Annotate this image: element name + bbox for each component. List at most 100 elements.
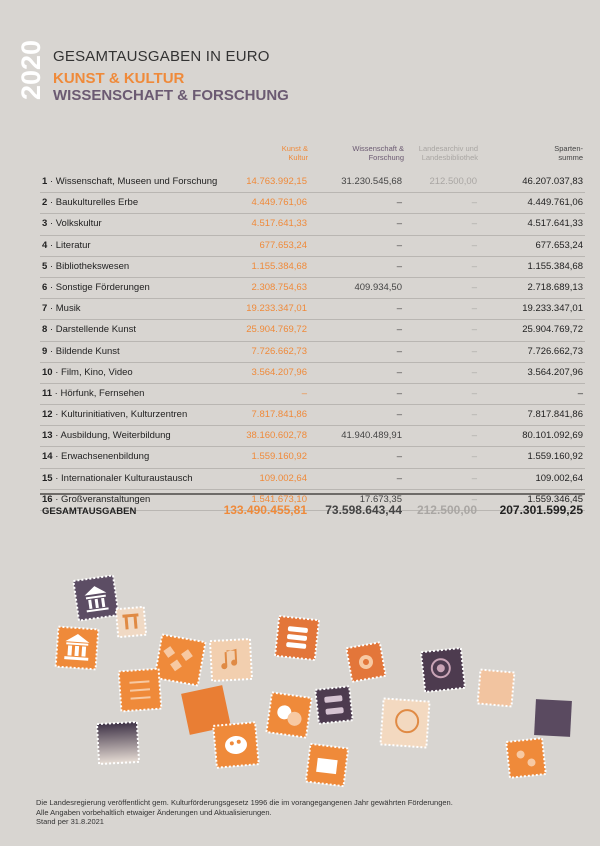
cell-spartensumme: 1.559.160,92 (527, 451, 583, 463)
cell-kunst-kultur: 19.233.347,01 (246, 303, 307, 315)
cell-kunst-kultur: 1.541.673,10 (251, 493, 307, 505)
row-label-text: Sonstige Förderungen (55, 281, 150, 293)
columns-icon (114, 605, 148, 639)
table-row: 8 · Darstellende Kunst 25.904.769,72 – – 25.… (40, 320, 585, 342)
cell-spartensumme: 677.653,24 (535, 239, 583, 251)
cell-wissenschaft: – (396, 409, 402, 421)
cell-spartensumme: 25.904.769,72 (522, 324, 583, 336)
row-label-text: Ausbildung, Weiterbildung (60, 430, 171, 442)
cell-wissenschaft: – (396, 345, 402, 357)
row-number: 2 (42, 197, 48, 209)
film-clapper-icon (304, 742, 350, 788)
row-number: 11 (42, 387, 53, 399)
row-number: 10 (42, 366, 53, 378)
ornament-icon (345, 641, 387, 683)
footer-line: Stand per 31.8.2021 (36, 817, 104, 826)
cell-kunst-kultur: 7.817.841,86 (251, 409, 307, 421)
row-number: 4 (42, 239, 48, 251)
cell-wissenschaft: 41.940.489,91 (341, 430, 402, 442)
total-spartensumme: 207.301.599,25 (499, 503, 583, 517)
table-row: 2 · Baukulturelles Erbe 4.449.761,06 – – 4.4… (40, 193, 585, 215)
table-row: 3 · Volkskultur 4.517.641,33 – – 4.517.641,3… (40, 214, 585, 236)
row-number: 9 (42, 345, 48, 357)
cell-kunst-kultur: 1.559.160,92 (251, 451, 307, 463)
gradient-square (95, 720, 141, 766)
museum-icon (72, 574, 120, 622)
column-header-wissenschaft: Wissenschaft & Forschung (352, 144, 404, 162)
cell-wissenschaft: – (396, 303, 402, 315)
cell-spartensumme: 1.559.346,45 (527, 493, 583, 505)
cell-landesarchiv: – (471, 387, 477, 399)
cell-spartensumme: 1.155.384,68 (527, 260, 583, 272)
row-label: 1 · Wissenschaft, Museen und Forschung (42, 176, 218, 187)
row-label-text: Baukulturelles Erbe (55, 197, 139, 209)
row-number: 7 (42, 303, 48, 315)
row-number: 1 (42, 176, 48, 187)
pattern-square (117, 667, 163, 713)
cell-landesarchiv: – (471, 409, 477, 421)
row-label: 13 · Ausbildung, Weiterbildung (42, 430, 171, 442)
row-label: 12 · Kulturinitiativen, Kulturzentren (42, 409, 188, 421)
row-number: 6 (42, 281, 48, 293)
cell-landesarchiv: – (471, 472, 477, 484)
music-icon (208, 637, 254, 683)
row-label: 10 · Film, Kino, Video (42, 366, 133, 378)
row-label-text: Erwachsenenbildung (61, 451, 150, 463)
cell-spartensumme: 46.207.037,83 (522, 176, 583, 187)
cell-landesarchiv: – (471, 430, 477, 442)
row-label: 9 · Bildende Kunst (42, 345, 120, 357)
cell-kunst-kultur: 677.653,24 (259, 239, 307, 251)
table-row: 1 · Wissenschaft, Museen und Forschung 14… (40, 172, 585, 194)
drama-masks-icon (265, 691, 313, 739)
small-pattern-icon (505, 737, 547, 779)
row-label-text: Internationaler Kulturaustausch (61, 472, 193, 484)
row-label: 2 · Baukulturelles Erbe (42, 197, 139, 209)
cell-landesarchiv: – (471, 345, 477, 357)
table-row: 13 · Ausbildung, Weiterbildung 38.160.602… (40, 426, 585, 448)
row-label-text: Bildende Kunst (55, 345, 120, 357)
total-landesarchiv: 212.500,00 (416, 503, 477, 517)
footer-notes: Die Landesregierung veröffentlicht gem. … (36, 798, 453, 827)
table-row: 10 · Film, Kino, Video 3.564.207,96 – – 3.56… (40, 363, 585, 384)
cell-spartensumme: 3.564.207,96 (527, 366, 583, 378)
row-label: 5 · Bibliothekswesen (42, 260, 130, 272)
cell-kunst-kultur: 2.308.754,63 (251, 281, 307, 293)
cell-wissenschaft: – (396, 197, 402, 209)
row-label: 7 · Musik (42, 303, 81, 315)
cell-kunst-kultur: 25.904.769,72 (246, 324, 307, 336)
total-wissenschaft: 73.598.643,44 (325, 503, 402, 517)
cell-spartensumme: – (577, 387, 583, 399)
row-number: 5 (42, 260, 48, 272)
subtitle-wissenschaft: WISSENSCHAFT & FORSCHUNG (53, 87, 289, 104)
cell-wissenschaft: – (396, 239, 402, 251)
palette-icon (212, 721, 260, 769)
cell-kunst-kultur: 38.160.602,78 (246, 430, 307, 442)
column-header-landesarchiv: Landesarchiv und Landesbibliothek (418, 144, 478, 162)
column-header-spartensumme: Sparten-summe (554, 144, 583, 162)
cell-landesarchiv: – (471, 281, 477, 293)
table-row: 9 · Bildende Kunst 7.726.662,73 – – 7.726.66… (40, 342, 585, 363)
head-icon (419, 646, 467, 694)
cell-wissenschaft: – (396, 366, 402, 378)
cell-kunst-kultur: 14.763.992,15 (246, 176, 307, 187)
cell-wissenschaft: – (396, 472, 402, 484)
row-label: 14 · Erwachsenenbildung (42, 451, 150, 463)
cell-wissenschaft: – (396, 324, 402, 336)
cell-wissenschaft: 17.673,35 (359, 493, 402, 505)
row-label: 8 · Darstellende Kunst (42, 324, 137, 336)
cell-landesarchiv: – (471, 218, 477, 230)
cell-kunst-kultur: 7.726.662,73 (251, 345, 307, 357)
table-row: 6 · Sonstige Förderungen 2.308.754,63 409.… (40, 278, 585, 300)
row-label-text: Volkskultur (55, 218, 102, 230)
cell-spartensumme: 7.726.662,73 (527, 345, 583, 357)
cell-landesarchiv: – (471, 260, 477, 272)
cell-landesarchiv: – (471, 366, 477, 378)
total-kunst-kultur: 133.490.455,81 (223, 503, 307, 517)
cell-landesarchiv: – (471, 197, 477, 209)
row-number: 15 (42, 472, 53, 484)
page-title: GESAMTAUSGABEN IN EURO (53, 48, 270, 65)
cell-kunst-kultur: 4.517.641,33 (251, 218, 307, 230)
table-row: 7 · Musik 19.233.347,01 – – 19.233.347,01 (40, 299, 585, 321)
year-label: 2020 (8, 22, 48, 102)
cell-kunst-kultur: – (301, 387, 307, 399)
